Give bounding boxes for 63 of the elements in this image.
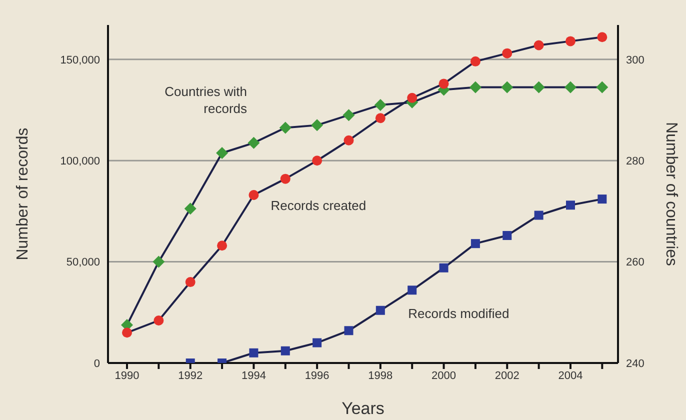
x-tick-label: 2000 [432, 370, 456, 382]
x-tick-label: 1996 [304, 370, 330, 382]
point [565, 36, 576, 46]
point [596, 81, 608, 94]
x-axis-title: Years [342, 399, 384, 418]
point [154, 315, 164, 326]
point [280, 174, 290, 184]
point [279, 122, 292, 134]
y2-tick-label: 260 [626, 256, 644, 269]
point [249, 348, 258, 358]
point [374, 98, 386, 111]
point [439, 263, 448, 272]
y-tick-label: 50,000 [66, 256, 100, 269]
point [216, 147, 228, 160]
y2-tick-label: 240 [626, 358, 644, 370]
point [438, 78, 449, 89]
point [470, 239, 480, 248]
point [564, 81, 576, 94]
point [375, 113, 386, 124]
series-label: Records created [270, 198, 366, 214]
point [408, 286, 417, 295]
y2-tick-label: 280 [626, 156, 644, 168]
point [534, 210, 544, 220]
y-axis-title: Number of records [14, 128, 32, 260]
point [597, 32, 608, 42]
y2-axis-title: Number of countries [662, 122, 680, 266]
x-tick-label: 1992 [178, 370, 203, 382]
point [344, 135, 354, 146]
point [501, 81, 514, 94]
y-tick-label: 150,000 [60, 54, 100, 66]
point [311, 119, 324, 132]
point [312, 156, 322, 166]
point [312, 338, 322, 348]
point [122, 328, 132, 338]
point [502, 48, 512, 58]
series-label: Records modified [408, 306, 510, 322]
point [376, 306, 385, 315]
point [534, 40, 544, 50]
point [280, 346, 290, 356]
x-tick-label: 1994 [241, 370, 266, 382]
point [532, 81, 545, 94]
point [470, 56, 480, 66]
point [469, 81, 482, 94]
x-tick-label: 1990 [114, 370, 140, 382]
point [248, 190, 259, 200]
point [566, 200, 575, 210]
point [344, 326, 354, 336]
y-tick-label: 100,000 [60, 156, 100, 168]
y-tick-label: 0 [94, 358, 100, 370]
x-tick-label: 2004 [558, 370, 583, 382]
point [152, 256, 165, 268]
point [502, 230, 512, 240]
x-tick-label: 2002 [494, 370, 520, 382]
point [598, 194, 607, 204]
point [184, 202, 196, 215]
series-label: Countries with records [164, 84, 248, 116]
point [185, 277, 196, 288]
point [217, 240, 228, 251]
point [407, 92, 418, 103]
point [248, 136, 260, 149]
x-tick-label: 1998 [368, 370, 393, 382]
y2-tick-label: 300 [626, 54, 644, 66]
point [342, 109, 355, 122]
